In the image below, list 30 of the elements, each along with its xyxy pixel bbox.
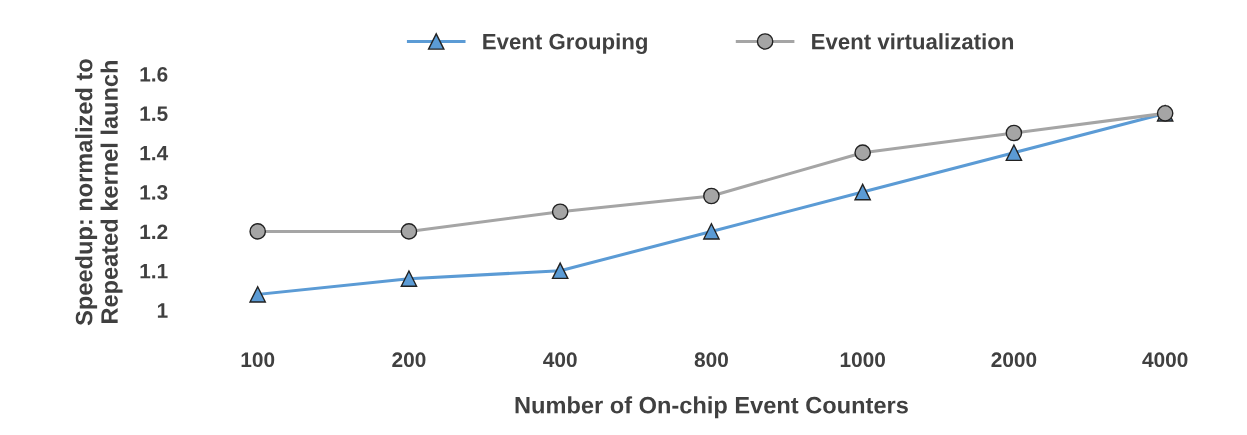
point (703, 223, 720, 240)
point (854, 183, 871, 201)
x-axis-title: Number of On-chip Event Counters (515, 396, 908, 419)
point (400, 270, 418, 287)
legend-label: Event virtualization (812, 33, 1014, 50)
x-tick-label: 400 (543, 352, 577, 368)
y-tick-label: 1.2 (140, 224, 168, 239)
point (1005, 144, 1023, 162)
point (551, 262, 569, 280)
y-tick-label: 1.5 (140, 106, 168, 122)
point (249, 223, 267, 240)
x-tick-label: 1000 (840, 352, 885, 368)
point (854, 144, 871, 162)
y-tick-label: 1.3 (140, 185, 168, 200)
x-tick-label: 4000 (1142, 352, 1188, 368)
y-axis-title: Speedup: normalized to Repeated kernel launch (75, 59, 123, 326)
x-tick-label: 100 (241, 352, 275, 368)
point (1005, 124, 1023, 142)
x-tick-label: 800 (694, 352, 728, 368)
point (400, 223, 418, 240)
y-tick-label: 1.4 (140, 145, 169, 161)
x-tick-label: 200 (392, 352, 426, 368)
legend-label: Event Grouping (483, 33, 647, 54)
point (249, 286, 267, 303)
y-tick-label: 1 (157, 303, 168, 318)
x-tick-label: 2000 (991, 352, 1037, 368)
y-tick-label: 1.6 (140, 66, 168, 82)
point (703, 187, 720, 205)
y-tick-label: 1.1 (140, 264, 168, 279)
point (551, 203, 569, 221)
